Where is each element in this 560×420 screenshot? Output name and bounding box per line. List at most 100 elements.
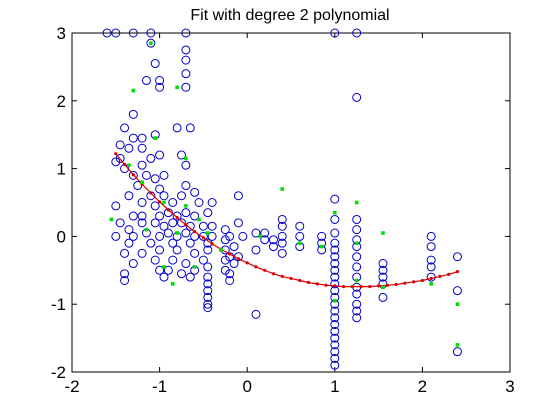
data-point-circle (203, 292, 213, 302)
data-point-green (140, 180, 144, 184)
data-point-circle (155, 211, 165, 221)
fit-point (228, 252, 232, 256)
data-point-circle (181, 259, 191, 269)
data-point-green (319, 244, 324, 249)
data-point-circle (141, 170, 151, 180)
fit-point (324, 283, 328, 287)
fit-point (201, 236, 205, 240)
data-point-green (258, 234, 263, 239)
data-point-green (109, 217, 114, 222)
data-point-circle (172, 211, 182, 221)
data-point-circle (155, 231, 165, 241)
fit-point (122, 162, 127, 167)
data-point-circle (168, 198, 178, 207)
data-point-green (354, 200, 359, 205)
x-tick-label: -2 (64, 377, 79, 396)
data-point-circle (229, 242, 239, 252)
data-point-circle (155, 265, 165, 275)
data-point-green (280, 187, 285, 191)
data-point-circle (159, 170, 169, 180)
open-circle-series (102, 28, 462, 370)
chart-title: Fit with degree 2 polynomial (190, 7, 389, 24)
fit-point (271, 272, 276, 276)
data-point-green (354, 241, 359, 245)
data-point-circle (155, 82, 165, 92)
data-point-circle (150, 201, 160, 211)
data-point-circle (146, 38, 156, 48)
data-point-circle (352, 313, 362, 323)
data-point-green (455, 302, 460, 306)
fit-point (149, 191, 153, 195)
fit-point (403, 281, 407, 285)
data-point-green (333, 210, 337, 215)
fit-point (131, 173, 135, 177)
data-point-green (153, 136, 158, 140)
fit-point (315, 282, 319, 286)
data-point-circle (203, 262, 213, 272)
data-point-green (381, 285, 385, 290)
data-point-circle (452, 347, 462, 357)
data-point-circle (330, 194, 340, 204)
data-point-circle (181, 45, 191, 55)
data-point-circle (163, 265, 173, 275)
data-point-circle (317, 231, 327, 241)
data-point-circle (251, 228, 261, 238)
data-point-circle (128, 133, 138, 143)
data-point-circle (120, 123, 130, 133)
fit-point (333, 284, 337, 288)
data-point-circle (330, 279, 340, 289)
fit-point (394, 282, 398, 287)
data-point-circle (207, 231, 217, 241)
fit-line (115, 153, 458, 288)
fit-point (377, 284, 381, 288)
fit-point (359, 284, 363, 289)
data-point-circle (124, 225, 134, 235)
y-tick-label: 3 (57, 24, 66, 43)
data-point-circle (352, 214, 362, 224)
y-tick-label: 2 (57, 92, 66, 111)
data-point-circle (330, 320, 340, 330)
data-point-circle (181, 208, 191, 218)
data-point-circle (352, 299, 362, 309)
data-point-circle (159, 191, 169, 201)
data-point-green (149, 41, 153, 45)
data-point-circle (277, 238, 287, 248)
data-point-circle (330, 313, 340, 323)
data-point-circle (120, 275, 130, 285)
data-point-circle (150, 174, 160, 184)
data-point-circle (124, 238, 134, 248)
data-point-circle (155, 184, 165, 194)
data-point-circle (155, 75, 165, 85)
data-point-circle (378, 265, 388, 275)
fit-point (438, 274, 442, 279)
data-point-circle (181, 228, 191, 238)
data-point-circle (238, 231, 248, 241)
x-tick-label: 3 (505, 377, 514, 396)
data-point-circle (452, 286, 462, 296)
data-point-circle (120, 248, 130, 258)
data-point-circle (168, 255, 178, 265)
data-point-circle (352, 92, 362, 102)
data-point-circle (330, 353, 340, 363)
data-point-circle (203, 279, 213, 289)
data-point-circle (115, 140, 125, 150)
data-point-circle (203, 245, 213, 255)
data-point-circle (378, 259, 388, 269)
data-point-circle (277, 248, 287, 258)
data-point-circle (111, 28, 121, 38)
fit-point (158, 200, 162, 204)
fit-point (166, 208, 170, 212)
data-point-circle (295, 231, 305, 241)
y-tick-label: 0 (57, 227, 66, 246)
data-point-circle (330, 228, 340, 238)
data-point-circle (352, 225, 362, 235)
data-point-circle (352, 252, 362, 262)
data-point-circle (207, 198, 217, 207)
fit-point (236, 257, 241, 261)
x-tick-label: 0 (242, 377, 251, 396)
data-point-circle (225, 231, 235, 241)
data-point-circle (330, 252, 340, 262)
data-point-green (333, 299, 337, 303)
data-point-circle (146, 238, 156, 248)
data-point-circle (177, 150, 186, 160)
